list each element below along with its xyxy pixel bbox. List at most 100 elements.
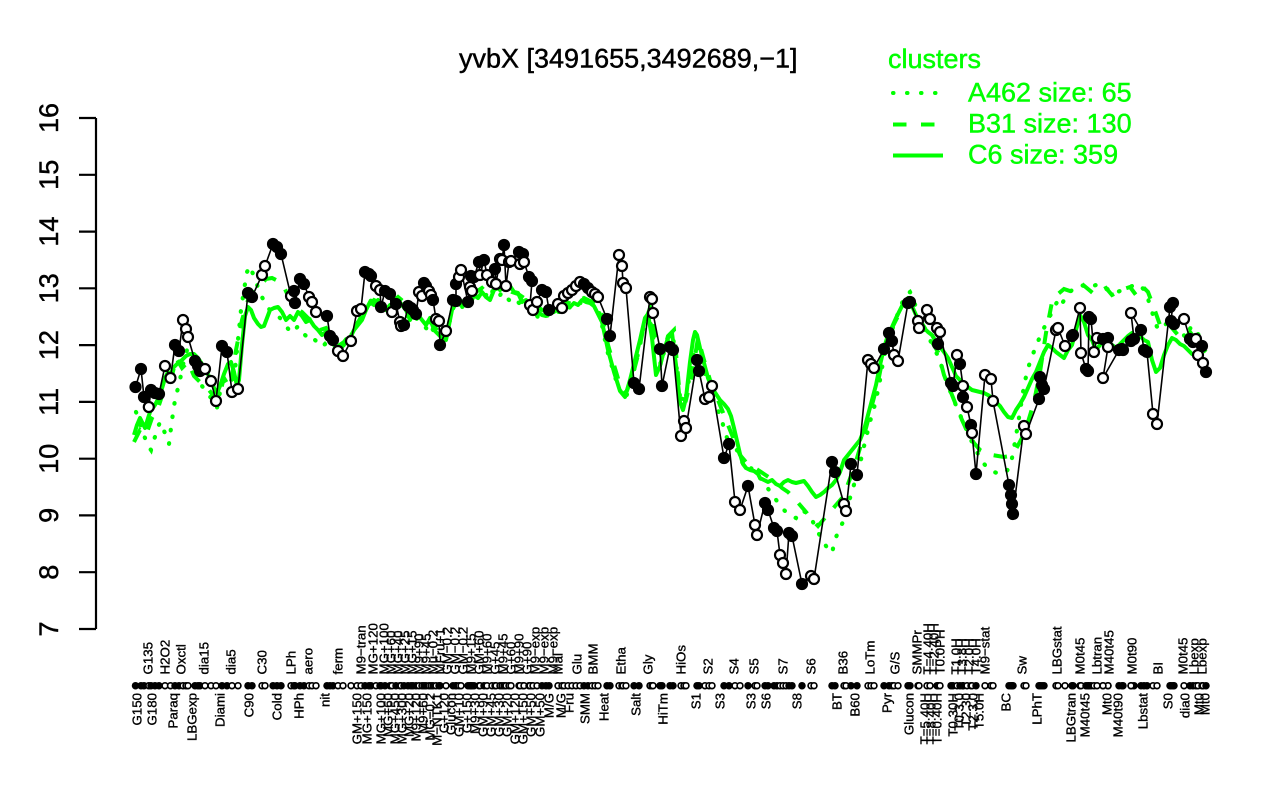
svg-text:10: 10: [34, 444, 64, 474]
svg-text:GM−0.2: GM−0.2: [448, 627, 463, 675]
svg-text:C6 size: 359: C6 size: 359: [968, 140, 1118, 170]
svg-text:Lbexp: Lbexp: [1195, 638, 1210, 674]
svg-text:M0t45: M0t45: [1073, 638, 1088, 675]
svg-text:B36: B36: [836, 651, 851, 675]
svg-text:GM+20: GM+20: [500, 693, 515, 737]
svg-text:MFru+1: MFru+1: [433, 628, 448, 674]
svg-text:M/G: M/G: [542, 693, 557, 718]
svg-text:M40t45: M40t45: [1102, 630, 1117, 674]
svg-text:Mu−0.2: Mu−0.2: [426, 630, 441, 675]
svg-text:Mal: Mal: [551, 653, 566, 674]
svg-text:Glucon: Glucon: [902, 693, 917, 735]
svg-text:LPhT: LPhT: [1030, 693, 1045, 725]
svg-text:Glu: Glu: [570, 654, 585, 675]
svg-text:S6: S6: [804, 658, 819, 674]
svg-text:MG+15: MG+15: [405, 631, 420, 675]
svg-text:M40t45: M40t45: [1078, 693, 1093, 737]
svg-text:Gly: Gly: [641, 654, 656, 674]
svg-text:GM−0.2: GM−0.2: [456, 627, 471, 675]
svg-text:GM+50: GM+50: [533, 693, 548, 737]
svg-text:B60: B60: [848, 693, 863, 717]
svg-text:13: 13: [34, 273, 64, 303]
svg-text:M9+60: M9+60: [416, 693, 431, 734]
svg-text:M9+15: M9+15: [464, 633, 479, 674]
svg-text:T=4.40H: T=4.40H: [921, 623, 936, 674]
svg-text:LBGstat: LBGstat: [1050, 626, 1065, 674]
svg-text:G/S: G/S: [888, 651, 903, 674]
svg-text:G+120: G+120: [437, 693, 452, 733]
svg-text:HPh: HPh: [292, 693, 307, 719]
svg-text:M9+90: M9+90: [412, 633, 427, 674]
svg-text:M40t90: M40t90: [1111, 693, 1126, 737]
svg-text:Lbstat: Lbstat: [1136, 693, 1151, 730]
svg-text:M9+45: M9+45: [496, 633, 511, 674]
svg-text:S3: S3: [744, 693, 759, 709]
svg-text:SMM: SMM: [578, 693, 593, 724]
svg-text:G+45: G+45: [488, 642, 503, 675]
svg-text:T=0.40H: T=0.40H: [930, 693, 945, 744]
svg-text:aero: aero: [301, 648, 316, 675]
svg-text:S3: S3: [713, 693, 728, 709]
svg-text:M0t90: M0t90: [1125, 638, 1140, 675]
svg-text:Mt0: Mt0: [1192, 693, 1207, 715]
svg-text:ferm: ferm: [331, 648, 346, 675]
svg-text:M9−exp: M9−exp: [546, 627, 561, 675]
svg-text:T2.0H: T2.0H: [962, 638, 977, 674]
svg-text:11: 11: [34, 388, 64, 416]
svg-text:GM+90: GM+90: [476, 693, 491, 737]
svg-text:9: 9: [34, 508, 64, 523]
svg-text:Fru: Fru: [562, 693, 577, 713]
svg-text:SMMPr: SMMPr: [910, 630, 925, 675]
svg-text:MG+60: MG+60: [384, 631, 399, 675]
svg-text:HiTm: HiTm: [656, 693, 671, 725]
svg-text:M9+60: M9+60: [480, 633, 495, 674]
svg-text:A462 size: 65: A462 size: 65: [968, 78, 1132, 108]
svg-text:BT: BT: [830, 693, 845, 710]
svg-text:S5: S5: [747, 658, 762, 674]
svg-text:M9+45: M9+45: [419, 633, 434, 674]
svg-text:T=2.40H: T=2.40H: [927, 623, 942, 674]
svg-text:M9−tran: M9−tran: [354, 625, 369, 674]
svg-text:M/G: M/G: [554, 693, 569, 718]
svg-text:GM+30: GM+30: [492, 693, 507, 737]
svg-text:B31 size: 130: B31 size: 130: [968, 109, 1132, 139]
svg-text:MG+100: MG+100: [377, 623, 392, 674]
svg-text:16: 16: [34, 103, 64, 133]
svg-text:G180: G180: [145, 693, 160, 726]
svg-text:MG+60: MG+60: [381, 693, 396, 737]
svg-text:MG+100: MG+100: [374, 693, 389, 744]
svg-text:GM+10: GM+10: [452, 693, 467, 737]
svg-text:Heat: Heat: [597, 693, 612, 721]
svg-text:yvbX [3491655,3492689,−1]: yvbX [3491655,3492689,−1]: [459, 44, 798, 74]
svg-text:GM+60: GM+60: [472, 631, 487, 675]
svg-text:Pyr: Pyr: [880, 692, 895, 713]
svg-text:MG+20: MG+20: [402, 693, 417, 737]
svg-text:S7: S7: [776, 658, 791, 674]
svg-text:S0: S0: [1161, 693, 1176, 709]
svg-text:Oxctl: Oxctl: [174, 644, 189, 674]
svg-text:T2.3.0: T2.3.0: [966, 693, 981, 731]
svg-text:Paraq: Paraq: [166, 693, 181, 728]
svg-text:C30: C30: [255, 650, 270, 674]
svg-text:GM+50: GM+50: [524, 693, 539, 737]
svg-text:dia0: dia0: [1178, 693, 1193, 718]
svg-text:M9+90: M9+90: [512, 633, 527, 674]
svg-text:GM+120: GM+120: [508, 693, 523, 744]
svg-text:MG+25: MG+25: [398, 631, 413, 675]
svg-text:GM−0.2: GM−0.2: [440, 627, 455, 675]
svg-text:Salt: Salt: [629, 693, 644, 716]
svg-text:G+150: G+150: [460, 693, 475, 733]
svg-text:S4: S4: [727, 658, 742, 674]
svg-text:BC: BC: [999, 693, 1014, 712]
svg-text:Sw: Sw: [1015, 656, 1030, 675]
svg-text:M0t45: M0t45: [1176, 638, 1191, 675]
svg-text:Mt0: Mt0: [1100, 693, 1115, 715]
svg-text:M9+120: M9+120: [409, 693, 424, 741]
svg-text:M−NTK1: M−NTK1: [430, 693, 445, 746]
svg-text:T=8.40H: T=8.40H: [924, 693, 939, 744]
svg-text:Glucon: Glucon: [444, 693, 459, 735]
svg-text:H2O2: H2O2: [158, 640, 173, 675]
svg-text:14: 14: [34, 217, 64, 247]
svg-text:T5.0H: T5.0H: [972, 693, 987, 729]
svg-text:C90: C90: [242, 693, 257, 717]
